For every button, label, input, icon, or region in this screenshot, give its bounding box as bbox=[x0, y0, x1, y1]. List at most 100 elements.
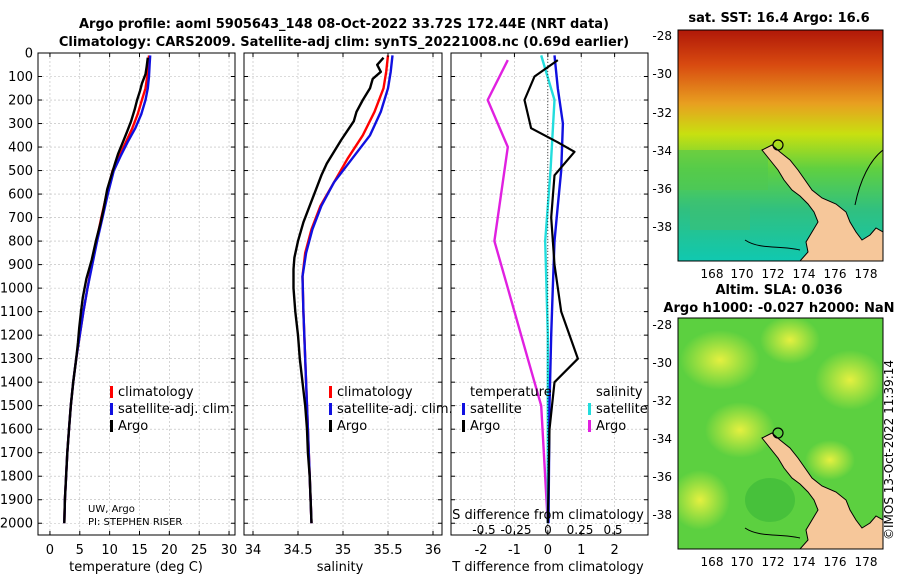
depth-tick-label: 1900 bbox=[0, 493, 33, 508]
lat-tick-label: -32 bbox=[652, 106, 672, 120]
depth-tick-label: 2000 bbox=[0, 517, 33, 532]
s-difference-xlabel: S difference from climatology bbox=[452, 508, 644, 523]
depth-tick-label: 1200 bbox=[0, 329, 33, 344]
lat-tick-label: -34 bbox=[652, 144, 672, 158]
sst-map-title: sat. SST: 16.4 Argo: 16.6 bbox=[688, 11, 869, 26]
legend-swatch-s-argo bbox=[588, 420, 591, 432]
depth-tick-label: 500 bbox=[8, 164, 33, 179]
new-zealand-land bbox=[761, 144, 883, 261]
legend-label-argo: Argo bbox=[337, 419, 367, 434]
sla-map-title-line1: Altim. SLA: 0.036 bbox=[716, 283, 843, 298]
legend-swatch-satellite bbox=[329, 403, 332, 415]
lat-tick-label: -38 bbox=[652, 220, 672, 234]
lat-tick-label: -34 bbox=[652, 432, 672, 446]
argo-float-marker bbox=[772, 139, 784, 151]
sla-lat-ticks: -28 -30 -32 -34 -36 -38 bbox=[652, 318, 672, 522]
depth-tick-label: 1100 bbox=[0, 305, 33, 320]
s-tick-label: -0.25 bbox=[500, 523, 531, 537]
lon-tick-label: 168 bbox=[701, 555, 724, 569]
new-zealand-land bbox=[761, 432, 883, 549]
legend-label-t-argo: Argo bbox=[470, 419, 500, 434]
lon-tick-label: 176 bbox=[824, 267, 847, 281]
lat-tick-label: -28 bbox=[652, 318, 672, 332]
sst-lat-ticks: -28 -30 -32 -34 -36 -38 bbox=[652, 29, 672, 234]
depth-tick-label: 0 bbox=[25, 47, 33, 62]
series-argo bbox=[63, 57, 149, 524]
salinity-panel: 34 34.5 35 35.5 36 bbox=[243, 52, 443, 558]
legend-label-argo: Argo bbox=[118, 419, 148, 434]
depth-tick-label: 200 bbox=[8, 94, 33, 109]
x-tick-label: 10 bbox=[101, 543, 118, 558]
legend-label-t-satellite: satellite bbox=[470, 402, 522, 417]
depth-tick-label: 1500 bbox=[0, 399, 33, 414]
depth-tick-label: 1700 bbox=[0, 446, 33, 461]
legend-swatch-climatology bbox=[110, 386, 113, 398]
argo-note-line2: PI: STEPHEN RISER bbox=[88, 517, 182, 528]
depth-tick-label: 300 bbox=[8, 117, 33, 132]
temperature-panel: 0 5 10 15 20 25 300100200300400500600700800900… bbox=[0, 47, 237, 559]
lat-tick-label: -30 bbox=[652, 356, 672, 370]
lon-tick-label: 178 bbox=[855, 267, 878, 281]
x-tick-label: 0 bbox=[46, 543, 54, 558]
depth-tick-label: 1800 bbox=[0, 470, 33, 485]
depth-tick-label: 1000 bbox=[0, 282, 33, 297]
lon-tick-label: 176 bbox=[824, 555, 847, 569]
lat-tick-label: -36 bbox=[652, 182, 672, 196]
lon-tick-label: 174 bbox=[793, 555, 816, 569]
x-tick-label: 34.5 bbox=[284, 543, 313, 558]
figure-title-line1: Argo profile: aoml 5905643_148 08-Oct-20… bbox=[79, 17, 609, 32]
sla-lon-ticks: 168 170 172 174 176 178 bbox=[701, 555, 878, 569]
legend-title-salinity: salinity bbox=[596, 385, 643, 400]
difference-legend: temperature salinity satellite Argo sate… bbox=[462, 385, 648, 434]
lon-tick-label: 172 bbox=[762, 267, 785, 281]
series-argo bbox=[292, 56, 385, 524]
lon-tick-label: 168 bbox=[701, 267, 724, 281]
x-tick-label: 20 bbox=[161, 543, 178, 558]
x-tick-label: 35.5 bbox=[374, 543, 403, 558]
temperature-xlabel: temperature (deg C) bbox=[69, 560, 203, 575]
x-tick-label: 5 bbox=[76, 543, 84, 558]
argo-note-line1: UW, Argo bbox=[88, 504, 135, 515]
legend-swatch-s-satellite bbox=[588, 403, 591, 415]
axes-frame bbox=[450, 52, 649, 536]
legend-swatch-climatology bbox=[329, 386, 332, 398]
lon-tick-label: 170 bbox=[731, 555, 754, 569]
lat-tick-label: -30 bbox=[652, 67, 672, 81]
sst-map bbox=[678, 30, 883, 261]
legend-swatch-t-satellite bbox=[462, 403, 465, 415]
x-tick-label: 1 bbox=[577, 543, 585, 558]
series-s-argo bbox=[486, 59, 549, 524]
legend-swatch-argo bbox=[329, 420, 332, 432]
legend-label-climatology: climatology bbox=[118, 385, 194, 400]
axes-frame bbox=[37, 52, 236, 536]
series-satellite-adj bbox=[63, 55, 152, 524]
s-tick-label: 0.5 bbox=[603, 523, 622, 537]
lat-tick-label: -32 bbox=[652, 394, 672, 408]
legend-label-s-satellite: satellite bbox=[596, 402, 648, 417]
s-tick-label: 0.25 bbox=[567, 523, 594, 537]
x-tick-label: 2 bbox=[610, 543, 618, 558]
depth-tick-label: 1400 bbox=[0, 376, 33, 391]
x-tick-label: 36 bbox=[425, 543, 442, 558]
x-tick-label: 25 bbox=[191, 543, 208, 558]
temperature-legend: climatology satellite-adj. clim. Argo bbox=[110, 385, 234, 434]
legend-label-climatology: climatology bbox=[337, 385, 413, 400]
lon-tick-label: 172 bbox=[762, 555, 785, 569]
x-tick-label: 0 bbox=[544, 543, 552, 558]
salinity-legend: climatology satellite-adj. clim. Argo bbox=[329, 385, 453, 434]
x-tick-label: 15 bbox=[131, 543, 148, 558]
timestamp: ©IMOS 13-Oct-2022 11:39:14 bbox=[882, 360, 896, 540]
depth-tick-label: 400 bbox=[8, 141, 33, 156]
sst-lon-ticks: 168 170 172 174 176 178 bbox=[701, 267, 878, 281]
x-tick-label: 30 bbox=[221, 543, 238, 558]
x-tick-label: -1 bbox=[508, 543, 521, 558]
depth-tick-label: 700 bbox=[8, 211, 33, 226]
figure-title-line2: Climatology: CARS2009. Satellite-adj cli… bbox=[59, 35, 629, 50]
series-t-argo bbox=[523, 59, 580, 524]
s-tick-label: 0 bbox=[544, 523, 552, 537]
depth-tick-label: 100 bbox=[8, 70, 33, 85]
series-satellite-adj bbox=[301, 55, 394, 524]
x-tick-label: -2 bbox=[475, 543, 488, 558]
argo-float-marker bbox=[772, 427, 784, 439]
